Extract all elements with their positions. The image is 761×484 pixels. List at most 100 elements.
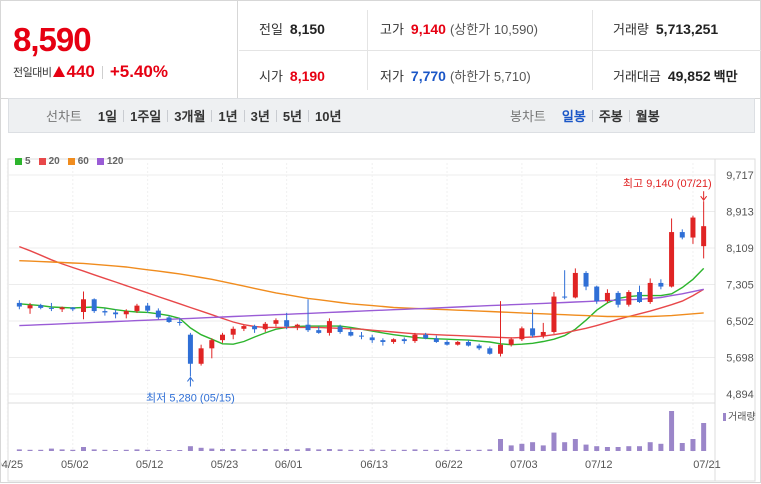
volume-bar	[252, 449, 258, 451]
candle-body	[262, 323, 268, 330]
candle-body	[241, 326, 247, 329]
x-tick-label: 04/25	[1, 459, 23, 471]
candle-daily[interactable]: 일봉	[561, 109, 586, 124]
divider	[243, 109, 245, 122]
stat-value: 8,190	[289, 67, 325, 84]
candle-body	[690, 217, 696, 238]
candle-monthly[interactable]: 월봉	[635, 109, 660, 124]
candle-body	[305, 324, 311, 331]
period-3m[interactable]: 3개월	[174, 109, 206, 124]
divider	[591, 109, 593, 122]
chart-frame	[7, 158, 756, 482]
volume-bar	[380, 449, 386, 451]
candle-body	[166, 317, 172, 322]
period-1d[interactable]: 1일	[97, 109, 118, 124]
upper-limit: (상한가 10,590)	[450, 19, 538, 38]
candle-body	[679, 232, 685, 238]
volume-bar	[198, 447, 204, 451]
divider	[123, 109, 125, 122]
lower-limit: (하한가 5,710)	[450, 66, 531, 85]
stat-label: 고가	[380, 22, 404, 37]
legend-swatch	[38, 158, 46, 165]
candle-body	[187, 334, 193, 364]
volume-bar	[230, 449, 236, 451]
candle-body	[519, 328, 525, 340]
candle-body	[134, 305, 140, 312]
candle-body	[615, 292, 621, 305]
candle-body	[508, 339, 514, 345]
candle-body	[198, 348, 204, 364]
volume-bar	[604, 447, 610, 451]
candle-body	[91, 299, 97, 312]
period-1w[interactable]: 1주일	[130, 109, 162, 124]
volume-bar	[615, 447, 621, 451]
volume-bar	[102, 449, 108, 451]
volume-bar	[679, 443, 685, 451]
x-tick-label: 06/13	[360, 459, 388, 471]
stat-label: 전일	[259, 22, 283, 37]
volume-bar	[348, 449, 354, 451]
candle-body	[220, 334, 225, 341]
candle-body	[337, 326, 343, 332]
volume-bar	[166, 450, 172, 451]
change-label: 전일대비	[13, 67, 52, 79]
x-tick-label: 05/12	[136, 459, 164, 471]
stat-amount: 거래대금 49,852 백만	[613, 66, 738, 85]
candle-chart-tabs: 봉차트 일봉 주봉 월봉	[510, 99, 666, 132]
current-price: 8,590	[13, 21, 92, 58]
volume-bar	[690, 439, 696, 451]
legend-label: 60	[77, 156, 89, 167]
candle-body	[252, 326, 258, 330]
divider	[367, 10, 368, 90]
stat-high: 고가 9,140 (상한가 10,590)	[380, 19, 538, 38]
candle-body	[273, 320, 279, 324]
legend-swatch	[96, 158, 104, 165]
period-10y[interactable]: 10년	[315, 109, 342, 124]
candle-body	[230, 328, 236, 335]
volume-bar	[48, 448, 54, 451]
divider	[167, 109, 169, 122]
candle-body	[145, 305, 151, 311]
volume-bar	[316, 449, 322, 451]
candle-body	[209, 340, 215, 349]
legend-ma120: 120	[96, 156, 124, 167]
y-tick-label: 6,502	[726, 316, 754, 328]
volume-bar	[476, 449, 482, 451]
candle-body	[583, 272, 589, 287]
x-tick-label: 05/02	[61, 459, 89, 471]
volume-bar	[145, 449, 151, 451]
volume-bar	[81, 447, 86, 451]
volume-bar	[637, 446, 642, 451]
candle-body	[476, 345, 482, 349]
divider	[308, 109, 310, 122]
candle-body	[562, 296, 568, 298]
legend-swatch	[67, 158, 75, 165]
stat-low: 저가 7,770 (하한가 5,710)	[380, 66, 531, 85]
candle-body	[369, 337, 375, 341]
x-tick-label: 07/21	[693, 459, 721, 471]
candle-body	[48, 307, 54, 309]
volume-bar	[562, 442, 568, 451]
stat-value: 8,150	[289, 20, 325, 37]
period-3y[interactable]: 3년	[250, 109, 270, 124]
candle-weekly[interactable]: 주봉	[598, 109, 623, 124]
upper-limit-label: (상한가	[449, 22, 491, 37]
y-tick-label: 5,698	[726, 352, 754, 364]
change-row: 전일대비 440 +5.40%	[13, 62, 168, 82]
volume-bar	[134, 449, 140, 451]
period-5y[interactable]: 5년	[282, 109, 303, 124]
ma120-line	[19, 288, 704, 327]
candle-body	[38, 305, 44, 308]
candle-body	[530, 328, 536, 336]
period-1y[interactable]: 1년	[218, 109, 238, 124]
candle-body	[27, 305, 33, 309]
volume-bar	[508, 445, 514, 451]
ma60-line	[19, 260, 704, 318]
candle-body	[594, 286, 600, 302]
x-tick-label: 06/22	[435, 459, 463, 471]
candle-body	[701, 226, 707, 247]
candle-body	[498, 344, 503, 354]
stat-value: 49,852	[667, 67, 711, 84]
divider	[101, 65, 103, 79]
